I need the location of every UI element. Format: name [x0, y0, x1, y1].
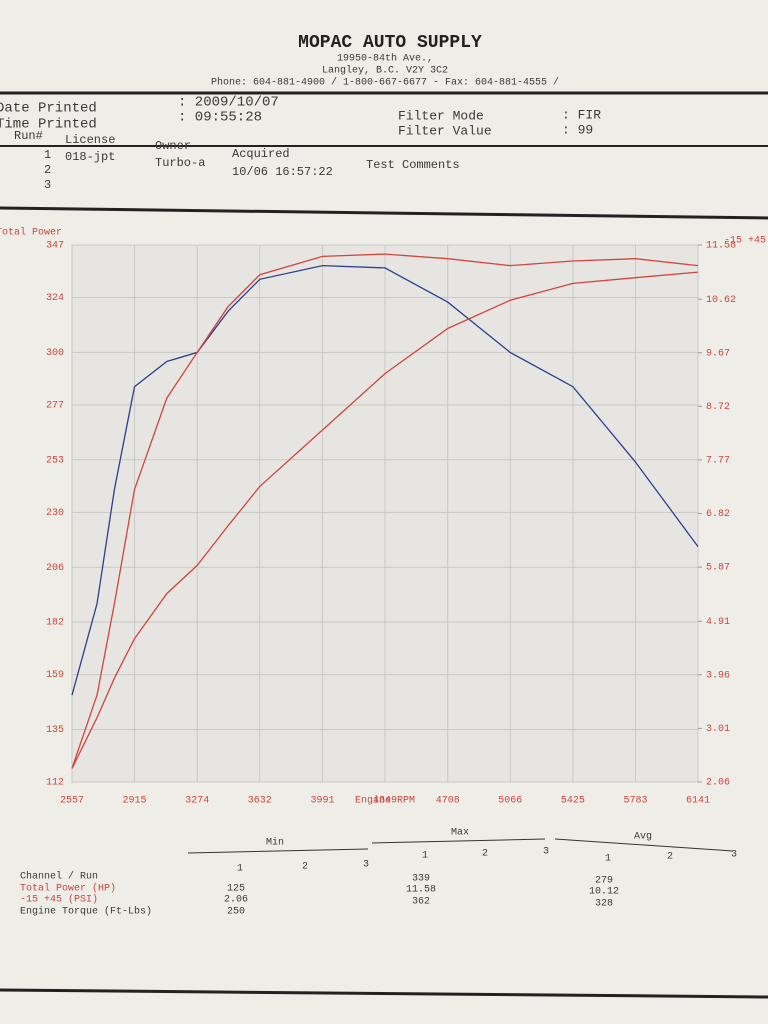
stats-run: 3 [363, 860, 369, 871]
y2-tick-label: 3.96 [706, 670, 730, 681]
stats-run: 2 [302, 862, 308, 873]
company-title: MOPAC AUTO SUPPLY [298, 33, 482, 53]
x-tick-label: 4708 [436, 796, 460, 807]
stats-run: 1 [422, 851, 428, 862]
rule [0, 206, 768, 220]
stats-table: Min Max Avg Channel / Run [20, 828, 734, 883]
y2-tick-label: 8.72 [706, 402, 730, 413]
rule [0, 988, 768, 999]
stats-group: Avg [634, 832, 652, 843]
run-header: License [65, 133, 115, 147]
rule [187, 848, 369, 854]
y-tick-label: 230 [46, 508, 64, 519]
time-label: Time Printed [0, 117, 97, 133]
rule [554, 838, 734, 852]
x-tick-label: 3991 [310, 796, 334, 807]
filter-mode-label: Filter Mode [398, 108, 484, 123]
stats-value: 11.58 [406, 885, 436, 896]
run-cell: 1 [44, 148, 51, 162]
y2-tick-label: 2.06 [706, 778, 730, 789]
phone: Phone: 604-881-4900 / 1-800-667-6677 - F… [211, 77, 559, 89]
filter-mode-value: : FIR [562, 107, 601, 122]
date-label: Date Printed [0, 101, 97, 117]
run-header: Owner [155, 139, 191, 153]
run-header: Test Comments [366, 158, 460, 172]
y-tick-label: 300 [46, 348, 64, 359]
stats-run: 1 [605, 854, 611, 865]
stats-group: Min [266, 837, 284, 849]
series-line [71, 271, 699, 769]
run-cell: 3 [44, 178, 51, 192]
stats-row-header: Channel / Run [20, 871, 98, 883]
x-axis-label: Engine RPM [355, 795, 415, 807]
rule [371, 838, 546, 844]
y-axis-label: Total Power [0, 227, 62, 239]
y-tick-label: 347 [46, 241, 64, 252]
y2-tick-label: 9.67 [706, 348, 730, 359]
stats-value: 339 [412, 874, 430, 885]
x-tick-label: 2557 [60, 796, 84, 807]
x-tick-label: 5783 [623, 796, 647, 807]
run-cell: 018-jpt [65, 150, 115, 164]
city: Langley, B.C. V2Y 3C2 [322, 65, 448, 77]
y-tick-label: 159 [46, 670, 64, 681]
stats-value: 125 [227, 884, 245, 895]
address: 19950-84th Ave., [337, 53, 433, 65]
y-tick-label: 135 [46, 725, 64, 736]
series-line [71, 253, 699, 769]
x-tick-label: 2915 [123, 796, 147, 807]
y2-tick-label: 10.62 [706, 295, 736, 306]
y2-tick-label: 7.77 [706, 456, 730, 467]
stats-run: 2 [667, 852, 673, 863]
stats-value: 279 [595, 876, 613, 887]
series-line [71, 264, 699, 696]
y-tick-label: 112 [46, 778, 64, 789]
stats-run: 1 [237, 864, 243, 875]
y2-tick-label: 6.82 [706, 509, 730, 520]
y2-tick-label: 11.58 [706, 241, 736, 252]
run-header: Acquired [232, 147, 290, 161]
runs-table: Run# License Owner Acquired Test Comment… [14, 129, 460, 192]
stats-run: 3 [543, 847, 549, 858]
stats-value: 10.12 [589, 887, 619, 898]
stats-group: Max [451, 828, 469, 839]
filter-value-label: Filter Value [398, 123, 492, 138]
x-tick-label: 3274 [185, 796, 209, 807]
stats-value: 2.06 [224, 895, 248, 906]
y2-axis-label: -15 +45 [724, 236, 766, 247]
stats-run: 2 [482, 849, 488, 860]
stats-run: 3 [731, 850, 737, 861]
stats-row-label: Engine Torque (Ft-Lbs) [20, 906, 152, 918]
filter-value-value: : 99 [562, 122, 593, 137]
y-tick-label: 182 [46, 618, 64, 629]
y-tick-label: 206 [46, 563, 64, 574]
y-tick-label: 277 [46, 401, 64, 412]
stats-value: 250 [227, 907, 245, 918]
x-tick-label: 3632 [248, 796, 272, 807]
run-cell: Turbo-a [155, 156, 205, 170]
y2-tick-label: 3.01 [706, 724, 730, 735]
time-value: : 09:55:28 [178, 110, 262, 126]
run-header: Run# [14, 129, 43, 143]
x-tick-label: 5425 [561, 796, 585, 807]
run-cell: 10/06 16:57:22 [232, 165, 333, 179]
y-tick-label: 324 [46, 293, 64, 304]
stats-row-label: -15 +45 (PSI) [20, 894, 98, 906]
x-tick-label: 4349 [373, 796, 397, 807]
x-tick-label: 6141 [686, 796, 710, 807]
stats-value: 362 [412, 897, 430, 908]
date-value: : 2009/10/07 [178, 95, 279, 111]
y-tick-label: 253 [46, 455, 64, 466]
x-tick-label: 5066 [498, 796, 522, 807]
y2-tick-label: 4.91 [706, 617, 730, 628]
stats-value: 328 [595, 899, 613, 910]
y2-tick-label: 5.87 [706, 563, 730, 574]
stats-row-label: Total Power (HP) [20, 883, 116, 895]
run-cell: 2 [44, 163, 51, 177]
